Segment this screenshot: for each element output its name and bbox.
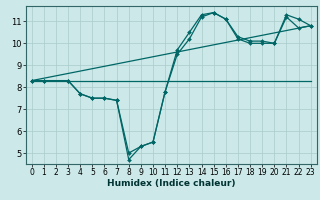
X-axis label: Humidex (Indice chaleur): Humidex (Indice chaleur) (107, 179, 236, 188)
